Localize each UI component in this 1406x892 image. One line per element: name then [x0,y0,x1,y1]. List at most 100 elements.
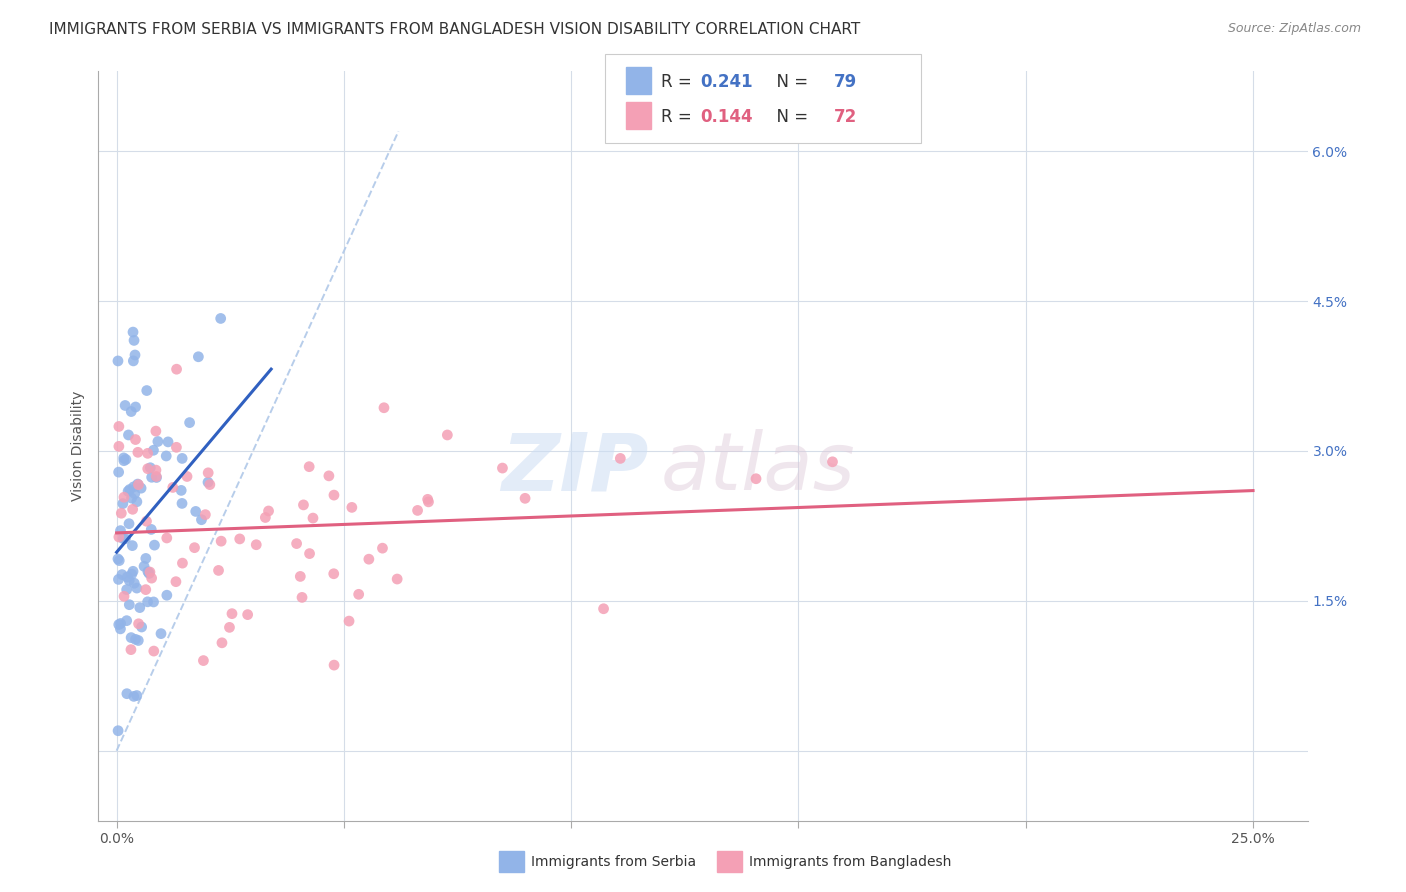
Point [228,532,250,546]
Point [110,506,132,520]
Point [745,472,768,486]
Text: atlas: atlas [661,429,855,508]
Point [322,566,344,581]
Point [108,419,131,434]
Point [436,428,458,442]
Point [122,354,145,368]
Point [107,723,129,738]
Point [145,470,167,484]
Point [127,633,149,648]
Point [135,514,157,528]
Point [121,567,143,582]
Point [385,572,408,586]
Point [150,626,173,640]
Point [318,468,340,483]
Point [135,551,157,566]
Point [125,581,148,595]
Point [107,552,129,566]
Point [120,642,142,657]
Point [124,348,146,362]
Y-axis label: Vision Disability: Vision Disability [72,391,86,501]
Point [166,362,188,376]
Point [118,598,141,612]
Point [218,620,240,634]
Point [170,496,193,510]
Point [323,658,346,673]
Point [107,354,129,368]
Point [122,690,145,704]
Point [165,574,187,589]
Point [141,523,163,537]
Point [111,497,134,511]
Point [156,588,179,602]
Point [129,481,152,495]
Point [115,582,138,597]
Point [298,547,321,561]
Text: Immigrants from Serbia: Immigrants from Serbia [531,855,696,869]
Point [125,494,148,508]
Point [418,495,440,509]
Point [298,459,321,474]
Point [120,631,142,645]
Point [135,384,157,398]
Point [142,644,165,658]
Text: N =: N = [766,108,814,126]
Point [162,480,184,494]
Point [114,399,136,413]
Text: 79: 79 [834,73,858,91]
Point [221,607,243,621]
Point [127,477,149,491]
Point [128,616,150,631]
Point [118,516,141,531]
Point [209,311,232,326]
Point [118,574,141,588]
Point [211,636,233,650]
Point [292,498,315,512]
Point [145,469,167,483]
Point [121,539,143,553]
Text: Immigrants from Bangladesh: Immigrants from Bangladesh [749,855,952,869]
Point [112,450,135,465]
Point [124,486,146,500]
Text: 0.144: 0.144 [700,108,752,126]
Point [107,617,129,632]
Point [108,439,131,453]
Point [257,504,280,518]
Point [373,401,395,415]
Point [136,446,159,460]
Text: 72: 72 [834,108,858,126]
Point [198,477,221,491]
Point [197,466,219,480]
Point [124,400,146,414]
Point [245,538,267,552]
Point [131,620,153,634]
Point [115,614,138,628]
Point [114,532,136,546]
Point [254,510,277,524]
Point [124,576,146,591]
Point [122,480,145,494]
Point [172,556,194,570]
Point [193,654,215,668]
Point [122,325,145,339]
Point [209,534,232,549]
Point [145,463,167,477]
Point [112,453,135,467]
Point [337,614,360,628]
Point [132,559,155,574]
Point [155,449,177,463]
Point [156,531,179,545]
Point [491,461,513,475]
Point [357,552,380,566]
Point [165,440,187,454]
Point [190,513,212,527]
Point [127,445,149,459]
Point [406,503,429,517]
Text: R =: R = [661,108,697,126]
Point [112,590,135,604]
Point [121,491,143,505]
Point [120,404,142,418]
Point [117,484,139,499]
Point [290,569,312,583]
Point [302,511,325,525]
